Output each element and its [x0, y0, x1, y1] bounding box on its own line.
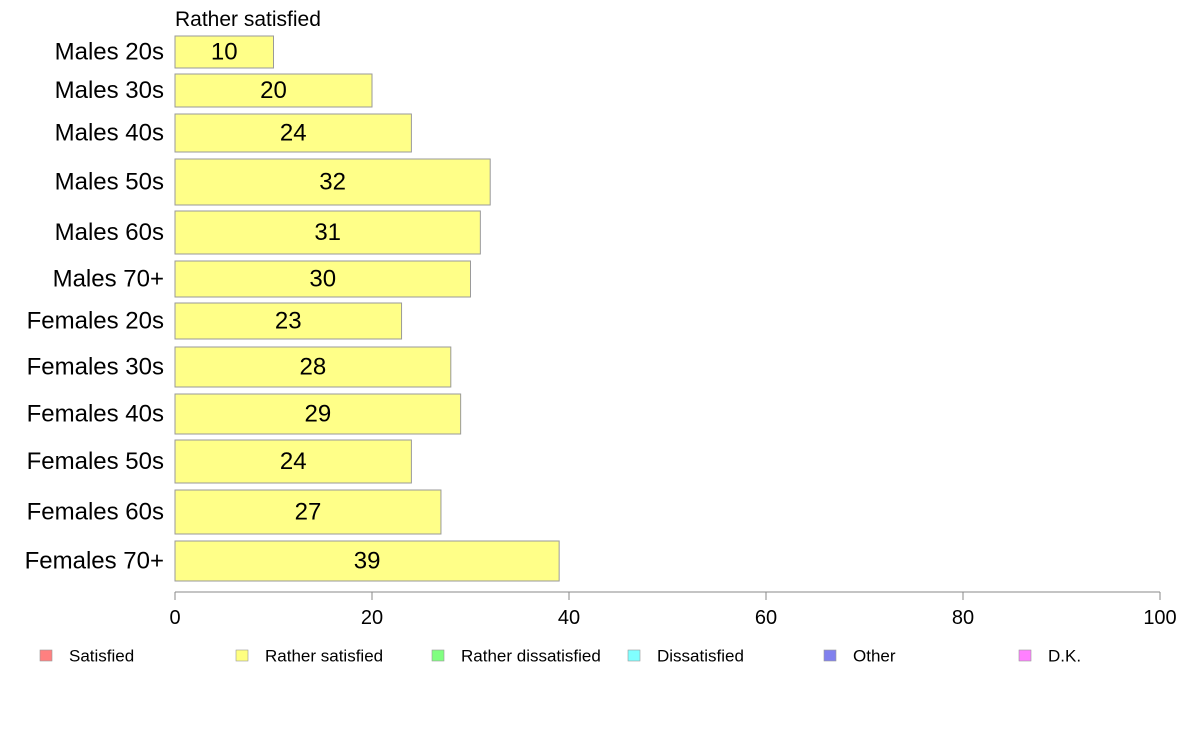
x-tick-label: 60	[755, 607, 777, 629]
legend-label: Rather satisfied	[265, 647, 383, 666]
category-label: Females 30s	[27, 354, 164, 381]
category-label: Females 40s	[27, 401, 164, 428]
legend-swatch	[627, 649, 641, 662]
legend-label: Other	[853, 647, 896, 666]
bar	[174, 489, 442, 535]
x-tick-label: 40	[558, 607, 580, 629]
legend-swatch	[823, 649, 837, 662]
category-label: Females 20s	[27, 308, 164, 335]
bar	[174, 260, 471, 298]
legend-swatch	[431, 649, 445, 662]
category-label: Males 50s	[55, 169, 164, 196]
data-label: 24	[280, 448, 307, 475]
data-label: 28	[300, 354, 327, 381]
bar	[174, 73, 373, 108]
category-label: Males 30s	[55, 77, 164, 104]
bar	[174, 540, 560, 582]
bar	[174, 113, 412, 153]
legend-label: Satisfied	[69, 647, 134, 666]
data-label: 39	[354, 548, 381, 575]
x-axis: 0 20 40 60 80 100	[169, 591, 1177, 629]
legend-label: Rather dissatisfied	[461, 647, 601, 666]
data-label: 30	[309, 266, 336, 293]
data-label: 23	[275, 308, 302, 335]
category-label: Males 70+	[53, 266, 164, 293]
data-label: 24	[280, 120, 307, 147]
x-tick-label: 100	[1143, 607, 1176, 629]
category-label: Females 60s	[27, 499, 164, 526]
data-label: 29	[304, 401, 331, 428]
legend-label: D.K.	[1048, 647, 1081, 666]
category-label: Males 60s	[55, 219, 164, 246]
legend: Satisfied Rather satisfied Rather dissatis…	[39, 647, 1081, 666]
bar	[174, 35, 274, 69]
legend-label: Dissatisfied	[657, 647, 744, 666]
bar	[174, 210, 481, 255]
data-label: 27	[295, 499, 322, 526]
legend-swatch	[39, 649, 53, 662]
bar	[174, 393, 462, 435]
x-tick-label: 80	[952, 607, 974, 629]
bar	[174, 439, 412, 484]
bar	[174, 158, 491, 206]
chart-title: Rather satisfied	[175, 8, 321, 31]
data-label: 32	[319, 169, 346, 196]
x-tick-label: 0	[169, 607, 180, 629]
category-label: Males 20s	[55, 39, 164, 66]
legend-swatch	[1018, 649, 1032, 662]
data-label: 31	[314, 219, 341, 246]
data-label: 20	[260, 77, 287, 104]
category-label: Males 40s	[55, 120, 164, 147]
category-label: Females 70+	[25, 548, 164, 575]
category-label: Females 50s	[27, 448, 164, 475]
x-tick-label: 20	[361, 607, 383, 629]
data-label: 10	[211, 39, 238, 66]
bar	[174, 302, 403, 340]
bar	[174, 346, 452, 388]
legend-swatch	[235, 649, 249, 662]
bars-group: Males 20s 10 Males 30s 20 Males 40s 24 Males 5…	[25, 35, 560, 582]
